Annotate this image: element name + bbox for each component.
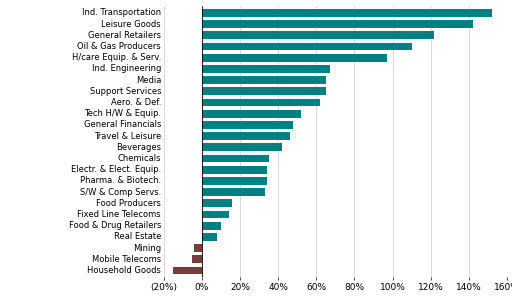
Bar (202, 20, 473, 28)
Bar (202, 31, 435, 39)
Bar (202, 166, 267, 174)
Bar (202, 222, 221, 229)
Bar (174, 266, 202, 274)
Bar (202, 143, 282, 151)
Bar (202, 121, 293, 129)
Bar (202, 87, 326, 95)
Bar (202, 132, 290, 140)
Bar (202, 188, 265, 196)
Bar (202, 233, 217, 241)
Bar (202, 43, 412, 51)
Bar (202, 177, 267, 185)
Bar (202, 99, 320, 106)
Bar (202, 155, 269, 162)
Bar (202, 211, 229, 218)
Bar (202, 110, 301, 118)
Bar (202, 65, 330, 73)
Bar (202, 199, 232, 207)
Bar (195, 244, 202, 252)
Bar (202, 76, 326, 84)
Bar (193, 255, 202, 263)
Bar (202, 9, 492, 17)
Bar (202, 54, 387, 62)
